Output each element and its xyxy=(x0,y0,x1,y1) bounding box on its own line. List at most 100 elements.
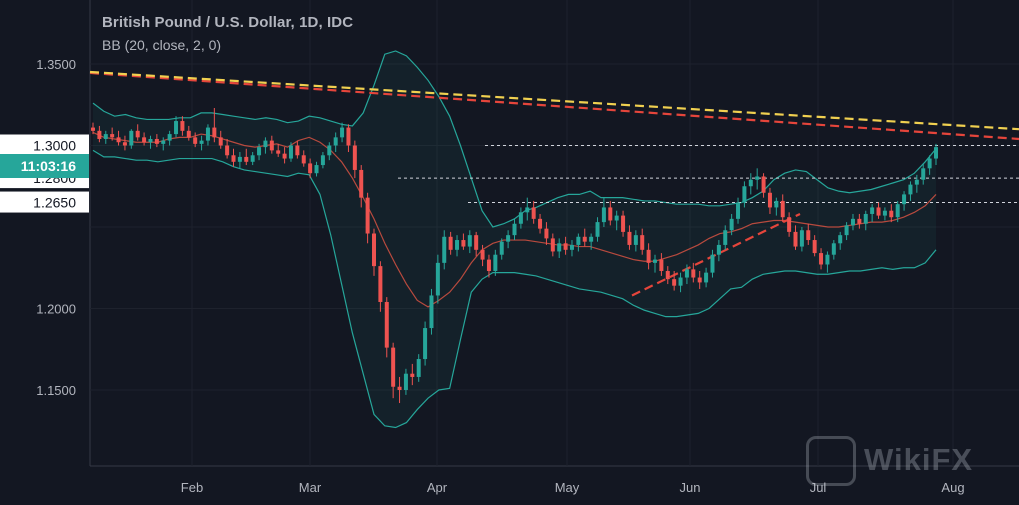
candle xyxy=(710,249,715,278)
candle-body xyxy=(320,155,325,166)
x-tick-label: Aug xyxy=(941,480,964,495)
candle-body xyxy=(486,259,491,272)
candle-body xyxy=(729,218,734,231)
candle-body xyxy=(295,145,300,156)
candle-body xyxy=(589,236,594,242)
candle xyxy=(908,181,913,201)
candle-body xyxy=(257,147,262,156)
price-level-tag-text: 1.2650 xyxy=(33,195,76,211)
candle-body xyxy=(237,156,242,162)
candle xyxy=(684,264,689,285)
candle xyxy=(729,213,734,236)
candle-body xyxy=(767,192,772,208)
chart-title: British Pound / U.S. Dollar, 1D, IDC xyxy=(102,14,354,31)
candle xyxy=(174,116,179,138)
candle-body xyxy=(499,241,504,255)
resistance-trendline-red xyxy=(89,71,1019,141)
candle-body xyxy=(595,222,600,237)
candle-body xyxy=(557,243,562,252)
candle-body xyxy=(697,277,702,283)
candle xyxy=(774,197,779,216)
candle xyxy=(391,342,396,399)
candle xyxy=(531,200,536,224)
candle xyxy=(550,233,555,257)
candle-body xyxy=(582,236,587,242)
candle xyxy=(257,143,262,161)
candle-body xyxy=(806,230,811,241)
candle-body xyxy=(921,168,926,180)
candle-body xyxy=(704,272,709,283)
candle xyxy=(250,152,255,166)
indicator-label: BB (20, close, 2, 0) xyxy=(102,37,222,53)
candle-body xyxy=(455,240,460,250)
candle-body xyxy=(927,158,932,169)
candle-body xyxy=(161,140,166,144)
candle xyxy=(576,233,581,252)
candle xyxy=(467,230,472,254)
candle-body xyxy=(384,301,389,348)
candle-body xyxy=(269,140,274,151)
candle xyxy=(154,134,159,148)
candle xyxy=(882,207,887,221)
candle-body xyxy=(186,130,191,138)
candle-body xyxy=(914,179,919,185)
x-tick-label: Jun xyxy=(680,480,701,495)
candle-body xyxy=(212,127,217,138)
candle-body xyxy=(442,236,447,263)
y-tick-label: 1.3500 xyxy=(36,57,76,72)
candle xyxy=(231,148,236,167)
candle-body xyxy=(97,130,102,139)
candle xyxy=(486,254,491,278)
candle xyxy=(844,222,849,241)
candle-body xyxy=(174,121,179,135)
candle xyxy=(142,132,147,146)
candle xyxy=(633,230,638,252)
candle-body xyxy=(448,236,453,250)
candle xyxy=(819,248,824,270)
candle-body xyxy=(761,176,766,193)
candle-body xyxy=(825,254,830,265)
candle xyxy=(889,204,894,223)
current-price-tag xyxy=(0,154,89,178)
candle-body xyxy=(876,207,881,216)
candle-body xyxy=(563,243,568,250)
candle xyxy=(640,228,645,255)
candle xyxy=(372,228,376,276)
candle xyxy=(563,236,568,255)
candle-body xyxy=(135,130,140,138)
candle xyxy=(569,240,574,257)
candle xyxy=(435,254,440,304)
candle xyxy=(870,204,875,223)
candle xyxy=(914,174,919,193)
candle xyxy=(659,253,664,276)
candle xyxy=(506,230,511,249)
candle xyxy=(672,271,677,291)
candle xyxy=(97,125,102,143)
candle xyxy=(320,152,325,169)
candle-body xyxy=(576,236,581,245)
candle-body xyxy=(423,328,428,360)
candle xyxy=(697,271,702,289)
candle-body xyxy=(372,233,376,267)
candle-body xyxy=(250,155,255,162)
candle-body xyxy=(480,249,485,260)
candle-body xyxy=(116,137,121,143)
candle-body xyxy=(429,295,434,329)
candle xyxy=(474,231,479,257)
candle-body xyxy=(531,207,536,219)
candle xyxy=(359,165,364,208)
candle-body xyxy=(844,225,849,236)
candle-body xyxy=(180,121,185,131)
candle-body xyxy=(550,238,555,252)
candle-body xyxy=(678,277,683,286)
candle xyxy=(180,116,185,136)
candle-body xyxy=(103,134,108,139)
candle-body xyxy=(231,155,236,162)
candle xyxy=(218,130,223,149)
candle xyxy=(308,158,313,179)
candle-body xyxy=(614,215,619,221)
candle xyxy=(838,231,843,250)
candle-body xyxy=(863,213,868,224)
candle-body xyxy=(659,259,664,272)
